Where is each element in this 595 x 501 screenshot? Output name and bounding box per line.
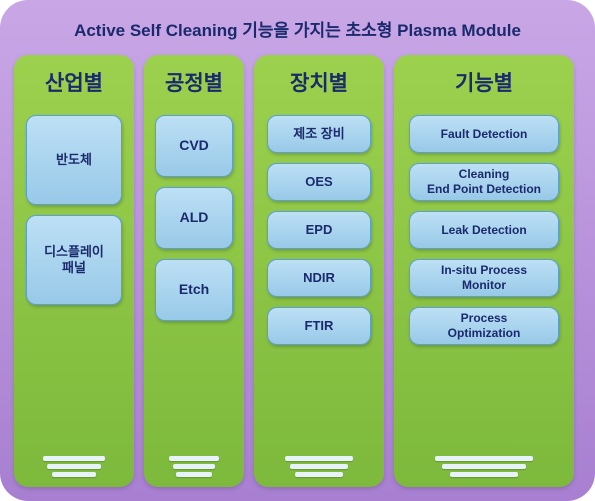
- stack-icon: [435, 456, 533, 477]
- category-item: 디스플레이 패널: [26, 215, 122, 305]
- category-item: Fault Detection: [409, 115, 560, 153]
- columns-row: 산업별반도체디스플레이 패널 공정별 CVD ALD Etch 장치별제조 장비 OES EP…: [14, 55, 581, 487]
- category-item: Process Optimization: [409, 307, 560, 345]
- category-item: In-situ Process Monitor: [409, 259, 560, 297]
- category-item: Etch: [155, 259, 232, 321]
- column-header: 공정별: [165, 67, 223, 97]
- stack-icon: [285, 456, 353, 477]
- outer-container: Active Self Cleaning 기능을 가지는 초소형 Plasma …: [0, 0, 595, 501]
- column-header: 산업별: [45, 67, 103, 97]
- category-item: OES: [267, 163, 372, 201]
- category-item: Leak Detection: [409, 211, 560, 249]
- category-item: 제조 장비: [267, 115, 372, 153]
- category-item: NDIR: [267, 259, 372, 297]
- items-list: 제조 장비 OES EPD NDIR FTIR: [262, 115, 376, 450]
- column-header: 장치별: [290, 67, 348, 97]
- category-item: FTIR: [267, 307, 372, 345]
- stack-icon: [43, 456, 105, 477]
- category-item: 반도체: [26, 115, 122, 205]
- category-column: 장치별제조 장비 OES EPD NDIR FTIR: [254, 55, 384, 487]
- category-column: 공정별 CVD ALD Etch: [144, 55, 244, 487]
- items-list: CVD ALD Etch: [152, 115, 236, 450]
- category-item: ALD: [155, 187, 232, 249]
- category-column: 산업별반도체디스플레이 패널: [14, 55, 134, 487]
- column-header: 기능별: [455, 67, 513, 97]
- main-title: Active Self Cleaning 기능을 가지는 초소형 Plasma …: [14, 16, 581, 41]
- items-list: Fault Detection Cleaning End Point Detect…: [402, 115, 566, 450]
- category-item: Cleaning End Point Detection: [409, 163, 560, 201]
- category-column: 기능별 Fault Detection Cleaning End Point Det…: [394, 55, 574, 487]
- category-item: CVD: [155, 115, 232, 177]
- category-item: EPD: [267, 211, 372, 249]
- items-list: 반도체디스플레이 패널: [22, 115, 126, 450]
- stack-icon: [169, 456, 219, 477]
